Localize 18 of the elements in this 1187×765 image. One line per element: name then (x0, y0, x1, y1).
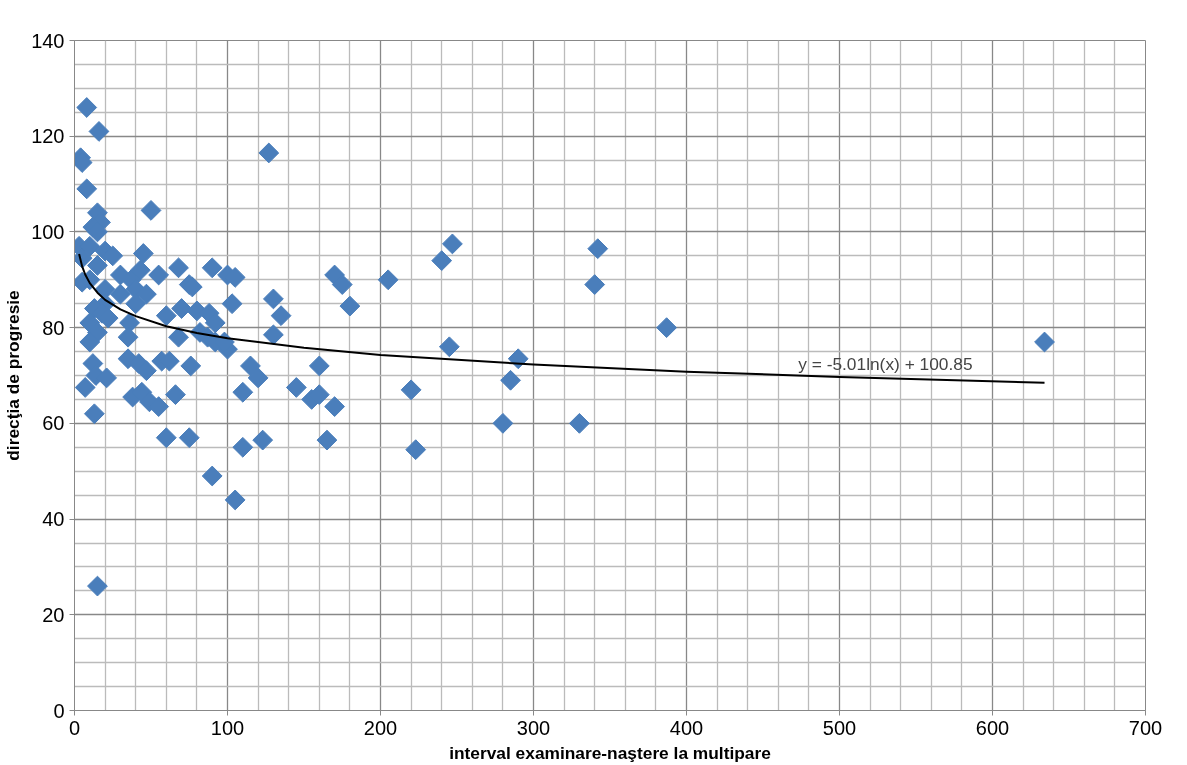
y-tick-label: 40 (42, 508, 65, 531)
x-tick-label: 200 (363, 716, 398, 739)
y-tick-label: 20 (42, 603, 65, 626)
y-tick-label: 140 (31, 29, 65, 52)
y-tick-label: 100 (31, 220, 65, 243)
y-tick-label: 0 (53, 699, 65, 722)
x-tick-label: 700 (1128, 716, 1163, 739)
y-tick-label: 80 (42, 316, 65, 339)
x-tick-label: 400 (669, 716, 704, 739)
y-axis-title: direcţia de progresie (3, 289, 24, 461)
y-tick-label: 120 (31, 125, 65, 148)
x-tick-label: 300 (516, 716, 551, 739)
x-axis-title: interval examinare-naştere la multipare (449, 742, 772, 763)
x-tick-label: 100 (210, 716, 245, 739)
x-tick-label: 500 (822, 716, 857, 739)
x-tick-label: 600 (975, 716, 1010, 739)
x-tick-label: 0 (68, 716, 81, 739)
y-tick-label: 60 (42, 412, 65, 435)
